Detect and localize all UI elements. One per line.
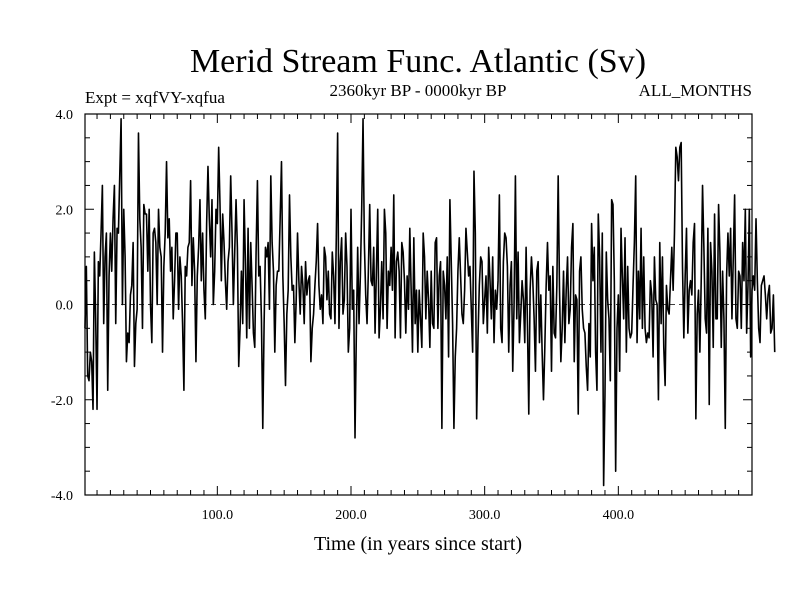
- months-label: ALL_MONTHS: [639, 81, 752, 100]
- experiment-label: Expt = xqfVY-xqfua: [85, 88, 225, 107]
- x-tick-label: 200.0: [335, 508, 367, 523]
- y-tick-label: -4.0: [51, 489, 73, 504]
- y-tick-label: 2.0: [56, 203, 74, 218]
- time-range-label: 2360kyr BP - 0000kyr BP: [330, 81, 507, 100]
- x-axis: 100.0 200.0 300.0 400.0: [96, 114, 753, 523]
- plot-area-frame: [84, 113, 753, 496]
- y-tick-label: -2.0: [51, 394, 73, 409]
- x-tick-label: 300.0: [469, 508, 501, 523]
- chart-title: Merid Stream Func. Atlantic (Sv): [190, 43, 646, 80]
- series-line: [84, 117, 776, 487]
- x-axis-label: Time (in years since start): [314, 533, 522, 555]
- x-tick-label: 100.0: [202, 508, 234, 523]
- y-tick-label: 4.0: [56, 108, 74, 123]
- x-tick-label: 400.0: [603, 508, 635, 523]
- y-tick-label: 0.0: [56, 299, 74, 314]
